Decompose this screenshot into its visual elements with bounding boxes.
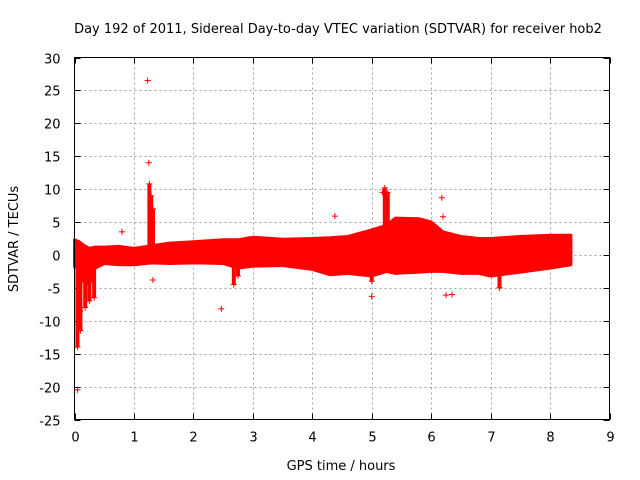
data-point	[443, 292, 450, 299]
y-axis-label: SDTVAR / TECUs	[7, 186, 22, 293]
y-tick-label: -20	[39, 382, 60, 397]
data-point	[234, 273, 241, 280]
y-tick-label: 25	[44, 85, 61, 100]
data-point	[74, 386, 81, 393]
x-tick-label: 3	[249, 431, 257, 446]
data-point	[384, 189, 391, 196]
data-point	[379, 189, 386, 196]
data-point	[146, 180, 153, 187]
data-point	[77, 307, 84, 314]
data-point	[368, 278, 375, 285]
data-point	[149, 205, 156, 212]
x-tick-label: 0	[71, 431, 79, 446]
y-tick-label: 20	[44, 118, 61, 133]
data-point	[368, 293, 375, 300]
plot-frame	[74, 57, 610, 420]
data-point	[148, 192, 155, 199]
data-band	[73, 216, 573, 287]
data-point	[331, 213, 338, 220]
x-tick-label: 1	[130, 431, 138, 446]
x-tick-label: 7	[487, 431, 495, 446]
data-point	[82, 304, 89, 311]
chart-title: Day 192 of 2011, Sidereal Day-to-day VTE…	[74, 22, 602, 37]
data-point	[144, 77, 151, 84]
x-tick-label: 2	[189, 431, 197, 446]
data-point	[149, 276, 156, 283]
y-tick-label: -10	[39, 316, 60, 331]
y-tick-label: -25	[39, 415, 60, 430]
data-point	[91, 294, 98, 301]
x-tick-label: 8	[546, 431, 554, 446]
data-point	[440, 213, 447, 220]
data-point	[438, 194, 445, 201]
y-tick-label: 5	[52, 217, 60, 232]
y-tick-labels: -25 -20 -15 -10 -5 0 5 10 15 20 25 30	[39, 53, 60, 430]
x-tick-labels: 0 1 2 3 4 5 6 7 8 9	[71, 431, 614, 446]
x-tick-label: 6	[427, 431, 435, 446]
x-tick-label: 9	[606, 431, 614, 446]
x-axis-label: GPS time / hours	[287, 459, 396, 474]
data-point	[381, 184, 388, 191]
x-tick-label: 4	[308, 431, 316, 446]
data-point	[119, 228, 126, 235]
y-tick-label: -5	[48, 283, 61, 298]
x-tick-label: 5	[368, 431, 376, 446]
y-tick-label: 15	[44, 151, 61, 166]
data-point	[218, 305, 225, 312]
y-tick-label: 10	[44, 184, 61, 199]
data-point	[230, 281, 237, 288]
data-point	[77, 327, 84, 334]
data-points	[73, 77, 573, 393]
y-tick-label: -15	[39, 349, 60, 364]
data-point	[496, 284, 503, 291]
data-point	[74, 344, 81, 351]
data-point	[448, 291, 455, 298]
y-tick-label: 30	[44, 53, 61, 68]
data-point	[86, 298, 93, 305]
y-tick-label: 0	[52, 250, 60, 265]
data-point	[145, 159, 152, 166]
